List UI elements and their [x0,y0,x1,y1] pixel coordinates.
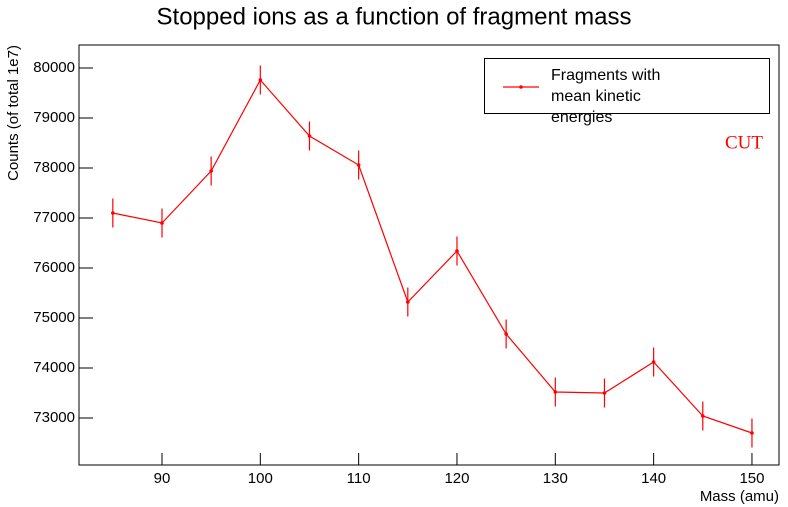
legend-marker [519,85,523,89]
x-tick-label: 150 [739,470,764,487]
data-point [602,391,607,395]
data-point [553,390,558,394]
x-tick-label: 100 [248,470,273,487]
chart-title: Stopped ions as a function of fragment m… [157,3,632,30]
y-tick-label: 80000 [33,59,75,76]
y-axis-label: Counts (of total 1e7) [5,45,22,181]
y-tick-label: 73000 [33,409,75,426]
y-tick-label: 77000 [33,209,75,226]
data-point [750,431,754,435]
data-point [258,78,263,82]
y-tick-label: 78000 [33,159,75,176]
data-point [356,163,361,167]
data-point [651,360,656,364]
legend-key [503,85,539,89]
data-point [160,221,164,225]
data-point [700,414,705,418]
y-tick-label: 76000 [33,259,75,276]
x-axis-label: Mass (amu) [700,488,779,505]
data-point [307,134,312,138]
data-point [455,249,459,253]
x-tick-label: 140 [641,470,666,487]
legend: Fragments with mean kinetic energies [484,58,770,126]
plot-frame [78,44,780,466]
legend-label: Fragments with mean kinetic energies [551,67,661,126]
x-tick-label: 130 [543,470,568,487]
x-tick-label: 90 [154,470,171,487]
y-tick-label: 79000 [33,109,75,126]
data-point [209,169,213,173]
data-point [406,300,410,304]
data-line [112,78,753,434]
annotation: CUT [725,132,763,153]
data-point [111,211,115,215]
y-tick-label: 74000 [33,359,75,376]
data-point [504,332,508,336]
x-tick-label: 110 [347,470,371,487]
x-tick-label: 120 [444,470,469,487]
y-tick-label: 75000 [33,309,75,326]
